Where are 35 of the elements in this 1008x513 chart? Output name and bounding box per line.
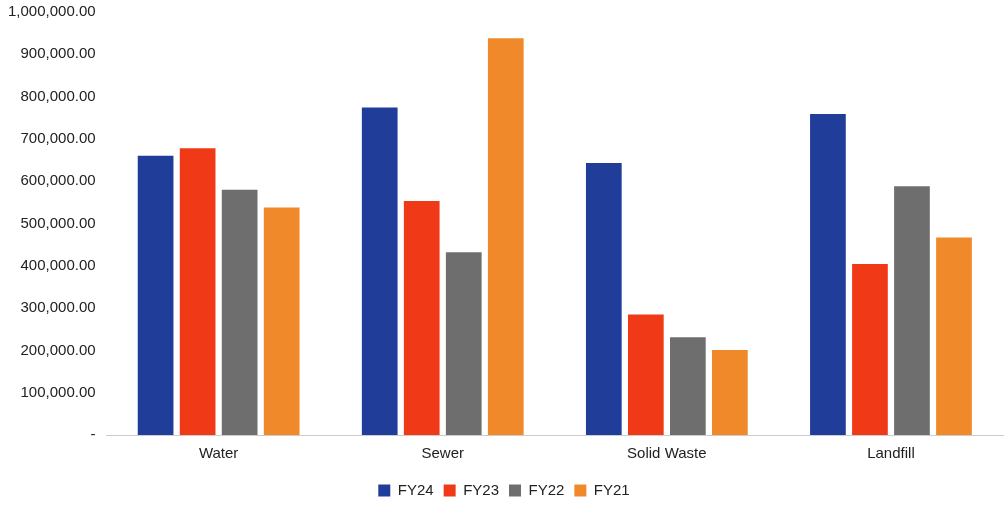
x-tick-label: Solid Waste xyxy=(627,444,707,462)
bar xyxy=(403,201,440,435)
bar xyxy=(445,252,482,435)
bar xyxy=(852,264,888,435)
y-tick-label: 500,000.00 xyxy=(20,213,96,231)
y-tick-label: 700,000.00 xyxy=(20,129,96,147)
bar xyxy=(712,349,748,435)
y-tick-label: 600,000.00 xyxy=(20,171,96,189)
bar xyxy=(487,38,524,435)
x-tick-label: Water xyxy=(198,444,239,462)
bar xyxy=(894,186,930,435)
legend-label: FY24 xyxy=(397,480,434,498)
bar xyxy=(670,337,706,435)
y-tick-label: 100,000.00 xyxy=(20,382,96,400)
x-tick-label: Landfill xyxy=(867,444,915,462)
bar xyxy=(263,207,300,435)
y-tick-label: 1,000,000.00 xyxy=(7,2,96,20)
y-tick-label: 800,000.00 xyxy=(20,86,96,104)
y-tick-label: 900,000.00 xyxy=(20,44,96,62)
bar xyxy=(810,113,846,435)
bar xyxy=(179,148,216,435)
bar xyxy=(627,314,664,435)
legend-label: FY22 xyxy=(528,480,565,498)
y-tick-label: - xyxy=(90,425,96,443)
bar xyxy=(585,163,622,435)
x-tick-label: Sewer xyxy=(421,444,465,462)
y-tick-label: 400,000.00 xyxy=(20,255,96,273)
y-tick-label: 300,000.00 xyxy=(20,298,96,316)
bar xyxy=(137,155,174,435)
bar xyxy=(361,107,398,435)
bar xyxy=(936,237,972,435)
legend-label: FY23 xyxy=(463,480,500,498)
bar xyxy=(221,189,258,435)
y-tick-label: 200,000.00 xyxy=(20,340,96,358)
legend-label: FY21 xyxy=(593,480,630,498)
